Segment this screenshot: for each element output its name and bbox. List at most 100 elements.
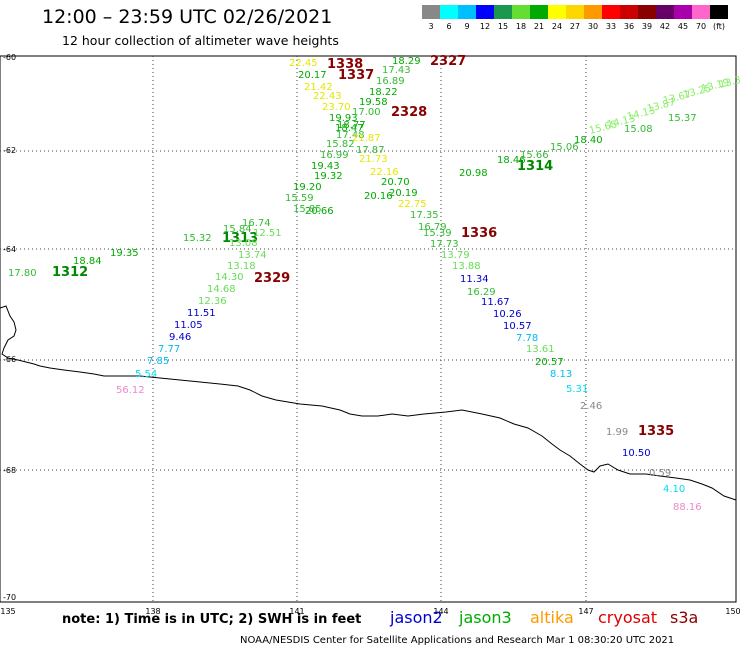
pass-id-label: 1336: [461, 226, 497, 241]
lon-tick-label: 138: [145, 607, 160, 616]
swh-reading: 15.39: [423, 228, 452, 239]
colorbar-label: 15: [497, 22, 509, 31]
colorbar-swatch-13: [656, 5, 674, 19]
swh-reading: 21.73: [359, 154, 388, 165]
swh-reading: 56.12: [116, 385, 145, 396]
colorbar-labels: 3 6 9 12 15 18 21 24 27 30 33 36 39 42 45 70 (ft): [422, 22, 728, 34]
swh-reading: 10.57: [503, 321, 532, 332]
swh-reading: 19.58: [359, 97, 388, 108]
swh-reading: 17.43: [382, 65, 411, 76]
swh-reading: 12.51: [253, 228, 282, 239]
graticule: [0, 56, 736, 602]
swh-reading: 7.77: [158, 344, 180, 355]
colorbar-swatch-8: [566, 5, 584, 19]
swh-reading: 22.45: [289, 58, 318, 69]
swh-reading: 11.34: [460, 274, 489, 285]
colorbar-label: 33: [605, 22, 617, 31]
swh-reading: 18.40: [574, 135, 603, 146]
colorbar-label: 45: [677, 22, 689, 31]
coastline: [0, 305, 737, 501]
colorbar-swatch-3: [476, 5, 494, 19]
swh-reading: 14.30: [215, 272, 244, 283]
colorbar-swatch-14: [674, 5, 692, 19]
colorbar-label: 30: [587, 22, 599, 31]
colorbar-label: 27: [569, 22, 581, 31]
swh-reading: 19.20: [293, 182, 322, 193]
swh-reading: 5.31: [566, 384, 588, 395]
swh-reading: 20.16: [364, 191, 393, 202]
swh-reading: 16.74: [242, 218, 271, 229]
swh-reading: 14.68: [207, 284, 236, 295]
swh-reading: 17.48: [336, 130, 365, 141]
wave-height-colorbar: [422, 5, 728, 19]
lon-tick-label: 150: [725, 607, 740, 616]
colorbar-swatch-10: [602, 5, 620, 19]
footer-note: note: 1) Time is in UTC; 2) SWH is in fe…: [62, 612, 362, 627]
swh-reading: 7.78: [516, 333, 538, 344]
swh-reading: 5.54: [135, 369, 157, 380]
swh-reading: 15.84: [223, 224, 252, 235]
swh-reading: 17.80: [8, 268, 37, 279]
colorbar-swatch-1: [440, 5, 458, 19]
swh-reading: 18.47: [335, 123, 364, 134]
swh-reading: 13.08: [229, 238, 258, 249]
swh-reading: 15.85: [293, 204, 322, 215]
swh-reading: 7.85: [147, 356, 169, 367]
swh-reading: 21.42: [304, 82, 333, 93]
swh-reading: 15.08: [624, 124, 653, 135]
pass-id-label: 1312: [52, 265, 88, 280]
pass-id-label: 2329: [254, 271, 290, 286]
swh-reading: 15.37: [668, 113, 697, 124]
mission-cryosat: cryosat: [598, 608, 658, 627]
swh-reading: 15.32: [183, 233, 212, 244]
swh-reading: 15.59: [285, 193, 314, 204]
swh-reading: 20.98: [459, 168, 488, 179]
colorbar-label: (ft): [712, 22, 726, 31]
colorbar-label: 24: [551, 22, 563, 31]
colorbar-label: 12: [479, 22, 491, 31]
colorbar-label: 36: [623, 22, 635, 31]
mission-altika: altika: [530, 608, 574, 627]
swh-reading: 17.35: [410, 210, 439, 221]
swh-reading: 2.46: [580, 401, 602, 412]
colorbar-swatch-0: [422, 5, 440, 19]
swh-reading: 20.57: [535, 357, 564, 368]
pass-id-label: 1335: [638, 424, 674, 439]
lon-tick-label: 135: [0, 607, 15, 616]
swh-reading: 22.16: [370, 167, 399, 178]
pass-id-label: 2328: [391, 105, 427, 120]
swh-reading: 18.46: [497, 155, 526, 166]
swh-reading: 15.82: [326, 139, 355, 150]
lat-tick-label: -68: [3, 466, 16, 475]
colorbar-swatch-9: [584, 5, 602, 19]
swh-reading: 18.77: [337, 120, 366, 131]
swh-reading: 15.66: [520, 150, 549, 161]
swh-reading: 21.87: [352, 133, 381, 144]
mission-jason3: jason3: [459, 608, 512, 627]
colorbar-label: 6: [446, 22, 452, 31]
mission-jason2: jason2: [390, 608, 443, 627]
pass-id-label: 1314: [517, 159, 553, 174]
colorbar-swatch-16: [710, 5, 728, 19]
swh-reading: 20.66: [305, 206, 334, 217]
swh-reading: 19.32: [314, 171, 343, 182]
swh-reading: 19.43: [311, 161, 340, 172]
swh-reading: 17.87: [356, 145, 385, 156]
colorbar-swatch-11: [620, 5, 638, 19]
lon-tick-label: 147: [578, 607, 593, 616]
lat-tick-label: -66: [3, 355, 16, 364]
colorbar-swatch-2: [458, 5, 476, 19]
swh-reading: 22.43: [313, 91, 342, 102]
colorbar-swatch-5: [512, 5, 530, 19]
swh-reading: 4.10: [663, 484, 685, 495]
colorbar-swatch-6: [530, 5, 548, 19]
swh-reading: 11.67: [481, 297, 510, 308]
swh-reading-trail: 13.38: [718, 73, 740, 91]
lon-tick-label: 141: [289, 607, 304, 616]
swh-reading: 20.17: [298, 70, 327, 81]
mission-s3a: s3a: [670, 608, 699, 627]
colorbar-label: 9: [464, 22, 470, 31]
swh-reading: 18.22: [369, 87, 398, 98]
